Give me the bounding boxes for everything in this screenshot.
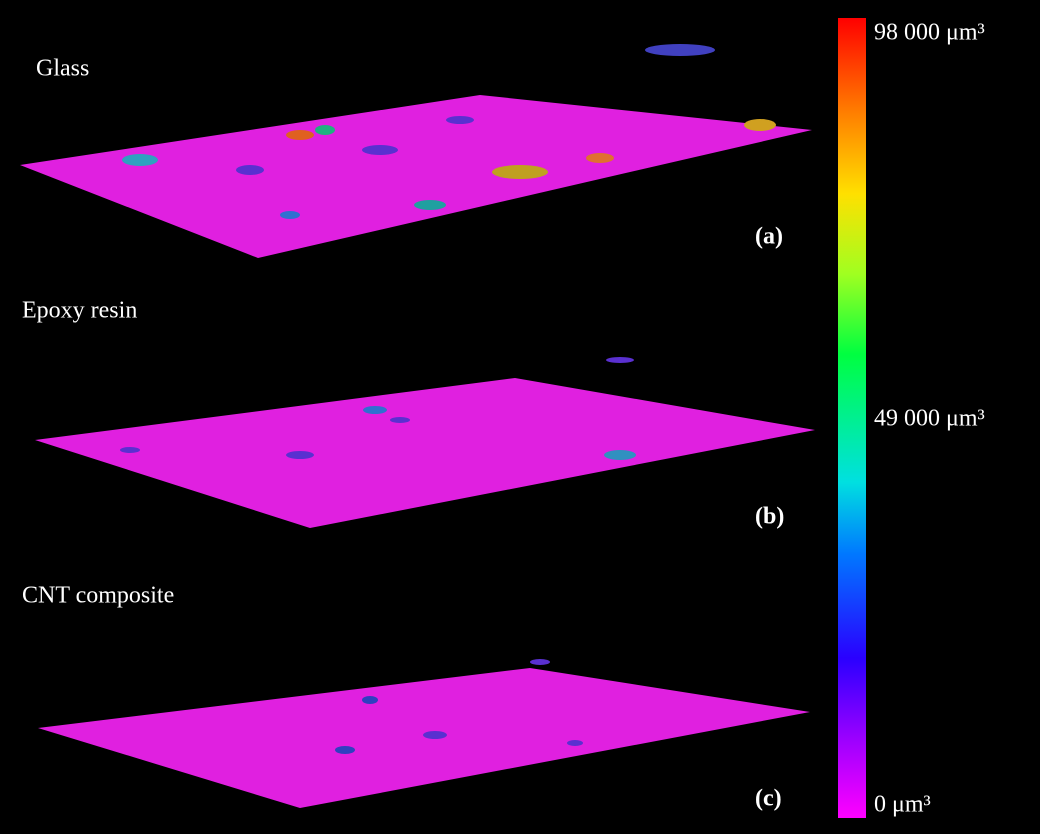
figure: Glass (a) Epoxy resin (b) CNT composite … [0, 0, 1040, 834]
panel-label: Glass [36, 56, 89, 82]
colorbar-tick-label: 0 μm³ [874, 792, 931, 818]
panel-tag: (c) [755, 786, 782, 812]
colorbar [838, 18, 866, 818]
colorbar-tick-label: 49 000 μm³ [874, 406, 985, 432]
panel-tag: (b) [755, 504, 784, 530]
panel-tag: (a) [755, 224, 783, 250]
panel-label: CNT composite [22, 583, 174, 609]
colorbar-tick-label: 98 000 μm³ [874, 20, 985, 46]
panel-label: Epoxy resin [22, 298, 137, 324]
